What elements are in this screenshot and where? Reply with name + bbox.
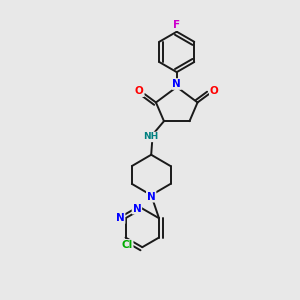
Text: F: F: [173, 20, 180, 30]
Text: N: N: [133, 204, 141, 214]
Text: Cl: Cl: [122, 240, 133, 250]
Text: N: N: [116, 213, 124, 223]
Text: N: N: [172, 79, 181, 89]
Text: O: O: [135, 86, 144, 96]
Text: NH: NH: [144, 132, 159, 141]
Text: O: O: [210, 86, 219, 96]
Text: N: N: [147, 192, 156, 202]
